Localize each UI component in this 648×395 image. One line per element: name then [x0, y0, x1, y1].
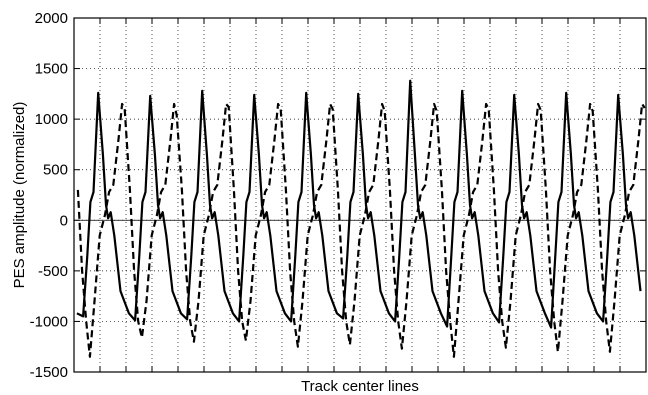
x-axis-title: Track center lines — [301, 378, 419, 395]
y-tick-label: 0 — [60, 212, 68, 229]
dashed-series-line — [76, 102, 646, 358]
y-tick-label: 500 — [43, 162, 68, 179]
series-layer — [76, 79, 646, 358]
tick-layer: -1500 -1000 -500 0 500 1000 1500 2000 — [30, 10, 646, 381]
y-tick-label: 1500 — [35, 61, 68, 78]
y-tick-label: 1000 — [35, 111, 68, 128]
solid-series-line — [76, 79, 642, 329]
y-axis-title: PES amplitude (normalized) — [11, 102, 28, 289]
y-tick-label: 2000 — [35, 10, 68, 27]
y-tick-label: -1000 — [30, 313, 68, 330]
y-tick-label: -500 — [38, 263, 68, 280]
y-tick-label: -1500 — [30, 364, 68, 381]
